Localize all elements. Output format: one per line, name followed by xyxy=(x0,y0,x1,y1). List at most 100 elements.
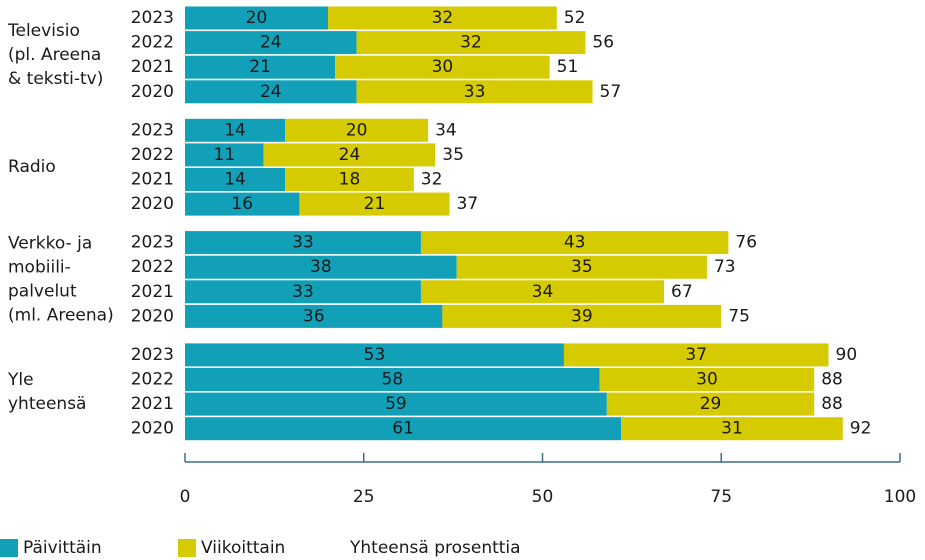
total-label: 73 xyxy=(714,257,736,277)
year-label: 2023 xyxy=(131,120,174,140)
segment-label: 32 xyxy=(460,33,482,53)
bar-segment xyxy=(606,392,815,416)
segment-label: 34 xyxy=(532,282,554,302)
segment-label: 33 xyxy=(292,282,314,302)
group-label: palvelut xyxy=(8,282,77,302)
total-label: 88 xyxy=(821,394,843,414)
segment-label: 24 xyxy=(339,145,361,165)
bar-segment xyxy=(420,280,665,304)
total-label: 67 xyxy=(671,282,693,302)
segment-label: 39 xyxy=(571,306,593,326)
total-label: 76 xyxy=(735,233,757,253)
group-label: Yle xyxy=(7,370,34,390)
group-label: yhteensä xyxy=(8,394,86,414)
group-label: Televisio xyxy=(7,21,80,41)
year-label: 2022 xyxy=(131,33,174,53)
legend-swatch xyxy=(178,539,196,557)
total-label: 32 xyxy=(421,170,443,190)
group-label: Radio xyxy=(8,157,56,177)
year-label: 2022 xyxy=(131,257,174,277)
total-label: 56 xyxy=(592,33,614,53)
year-label: 2022 xyxy=(131,370,174,390)
segment-label: 21 xyxy=(364,194,386,214)
legend-label: Viikoittain xyxy=(201,538,285,558)
year-label: 2023 xyxy=(131,8,174,28)
group-label: Verkko- ja xyxy=(8,234,92,254)
total-label: 92 xyxy=(850,419,872,439)
total-label: 34 xyxy=(435,120,457,140)
bar-segment xyxy=(285,118,429,142)
bar-segment xyxy=(185,118,286,142)
bar-segment xyxy=(185,143,264,167)
segment-label: 32 xyxy=(432,8,454,28)
segment-label: 58 xyxy=(382,370,404,390)
year-label: 2023 xyxy=(131,345,174,365)
bar-segment xyxy=(185,343,564,367)
bar-segment xyxy=(442,304,722,328)
bar-segment xyxy=(599,368,815,391)
bar-segment xyxy=(621,417,843,441)
bar-segment xyxy=(185,280,421,304)
segment-label: 14 xyxy=(224,170,246,190)
year-label: 2022 xyxy=(131,145,174,165)
group-label: mobiili- xyxy=(8,258,71,278)
segment-label: 36 xyxy=(303,306,325,326)
segment-label: 14 xyxy=(224,120,246,140)
total-label: 35 xyxy=(442,145,464,165)
bar-segment xyxy=(185,168,286,191)
bar-segment xyxy=(299,192,450,216)
bar-segment xyxy=(185,304,443,328)
bar-segment xyxy=(328,6,557,30)
bar-segment xyxy=(356,80,593,104)
total-label: 57 xyxy=(600,82,622,102)
bar-segment xyxy=(335,55,550,79)
segment-label: 53 xyxy=(364,345,386,365)
legend-label: Päivittäin xyxy=(23,538,102,558)
year-label: 2021 xyxy=(131,394,174,414)
segment-label: 18 xyxy=(339,170,361,190)
year-label: 2020 xyxy=(131,419,174,439)
bar-segment xyxy=(563,343,829,367)
bar-segment xyxy=(185,80,357,104)
total-label: 37 xyxy=(457,194,479,214)
segment-label: 20 xyxy=(346,120,368,140)
segment-label: 30 xyxy=(432,57,454,77)
x-tick-label: 75 xyxy=(710,487,732,507)
total-label: 75 xyxy=(728,306,750,326)
bar-segment xyxy=(185,55,336,79)
bar-segment xyxy=(185,192,300,216)
bar-segment xyxy=(185,231,421,255)
x-tick-label: 0 xyxy=(180,487,191,507)
year-label: 2020 xyxy=(131,194,174,214)
x-tick-label: 100 xyxy=(884,487,916,507)
bar-segment xyxy=(185,31,357,55)
bar-segment xyxy=(356,31,586,55)
segment-label: 37 xyxy=(685,345,707,365)
year-label: 2021 xyxy=(131,282,174,302)
bar-segment xyxy=(420,231,729,255)
x-tick-label: 25 xyxy=(353,487,375,507)
bar-segment xyxy=(185,255,457,279)
segment-label: 29 xyxy=(700,394,722,414)
year-label: 2021 xyxy=(131,170,174,190)
segment-label: 24 xyxy=(260,33,282,53)
bar-segment xyxy=(185,368,600,391)
group-label: & teksti-tv) xyxy=(8,69,103,89)
bar-segment xyxy=(185,6,328,30)
segment-label: 59 xyxy=(385,394,407,414)
segment-label: 38 xyxy=(310,257,332,277)
segment-label: 21 xyxy=(249,57,271,77)
segment-label: 11 xyxy=(214,145,236,165)
bar-segment xyxy=(456,255,707,279)
legend-swatch xyxy=(0,539,18,557)
segment-label: 33 xyxy=(464,82,486,102)
x-tick-label: 50 xyxy=(532,487,554,507)
segment-label: 30 xyxy=(696,370,718,390)
total-label: 51 xyxy=(557,57,579,77)
segment-label: 33 xyxy=(292,233,314,253)
group-label: (pl. Areena xyxy=(8,45,101,65)
bar-segment xyxy=(285,168,414,191)
bar-segment xyxy=(263,143,436,167)
segment-label: 61 xyxy=(392,419,414,439)
